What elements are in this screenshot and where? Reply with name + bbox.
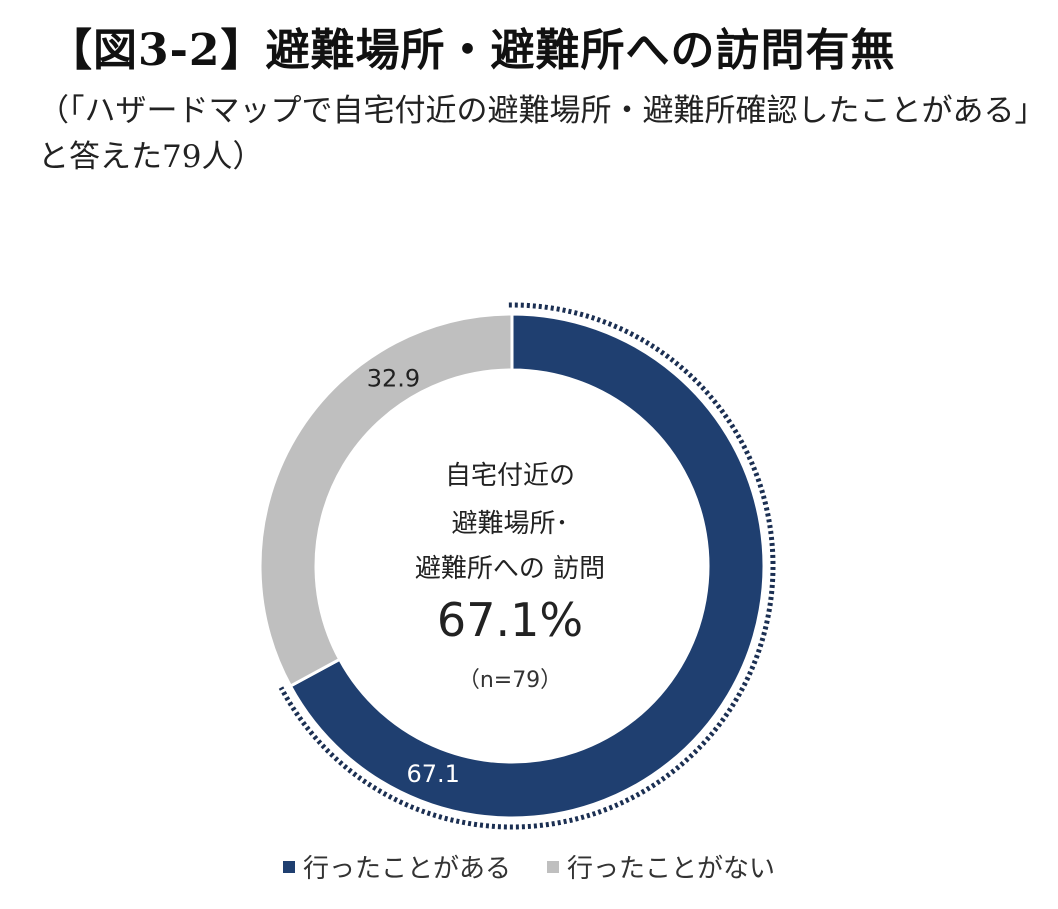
data-label-not-visited: 32.9 — [367, 364, 420, 392]
highlight-dotted-outline — [278, 302, 776, 830]
center-label-line1: 自宅付近の — [444, 461, 575, 491]
legend-swatch-not-visited — [547, 860, 559, 873]
data-label-visited: 67.1 — [406, 760, 459, 788]
chart-title: 【図3-2】避難場所・避難所への訪問有無 — [48, 25, 896, 76]
donut-segment-visited — [288, 312, 766, 820]
center-percent: 67.1% — [436, 593, 584, 647]
center-label-line2: 避難場所･ — [451, 509, 569, 539]
chart-subtitle: （「ハザードマップで自宅付近の避難場所・避難所確認したことがある」と答えた79人… — [38, 93, 1030, 175]
legend-label-visited: 行ったことがある — [302, 854, 511, 884]
legend-item-not-visited: 行ったことがない — [547, 848, 775, 885]
legend-item-visited: 行ったことがある — [282, 848, 511, 885]
legend-swatch-visited — [282, 860, 295, 873]
center-sample-size: （n=79） — [457, 668, 563, 693]
center-label-line3: 避難所への 訪問 — [414, 554, 606, 584]
donut-segment-not-visited — [258, 312, 514, 689]
chart-legend: 行ったことがある 行ったことがない — [0, 848, 1058, 885]
legend-label-not-visited: 行ったことがない — [567, 854, 776, 884]
